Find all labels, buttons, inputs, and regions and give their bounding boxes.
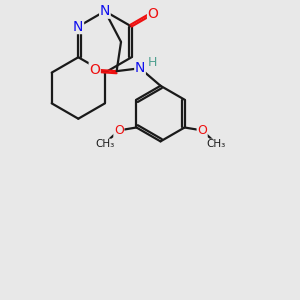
Text: H: H [148,56,157,70]
Text: N: N [73,20,83,34]
Text: N: N [100,4,110,18]
Text: O: O [148,7,158,21]
Text: N: N [135,61,145,75]
Text: O: O [114,124,124,137]
Text: O: O [89,63,100,77]
Text: O: O [197,124,207,137]
Text: CH₃: CH₃ [96,139,115,149]
Text: CH₃: CH₃ [206,139,225,149]
